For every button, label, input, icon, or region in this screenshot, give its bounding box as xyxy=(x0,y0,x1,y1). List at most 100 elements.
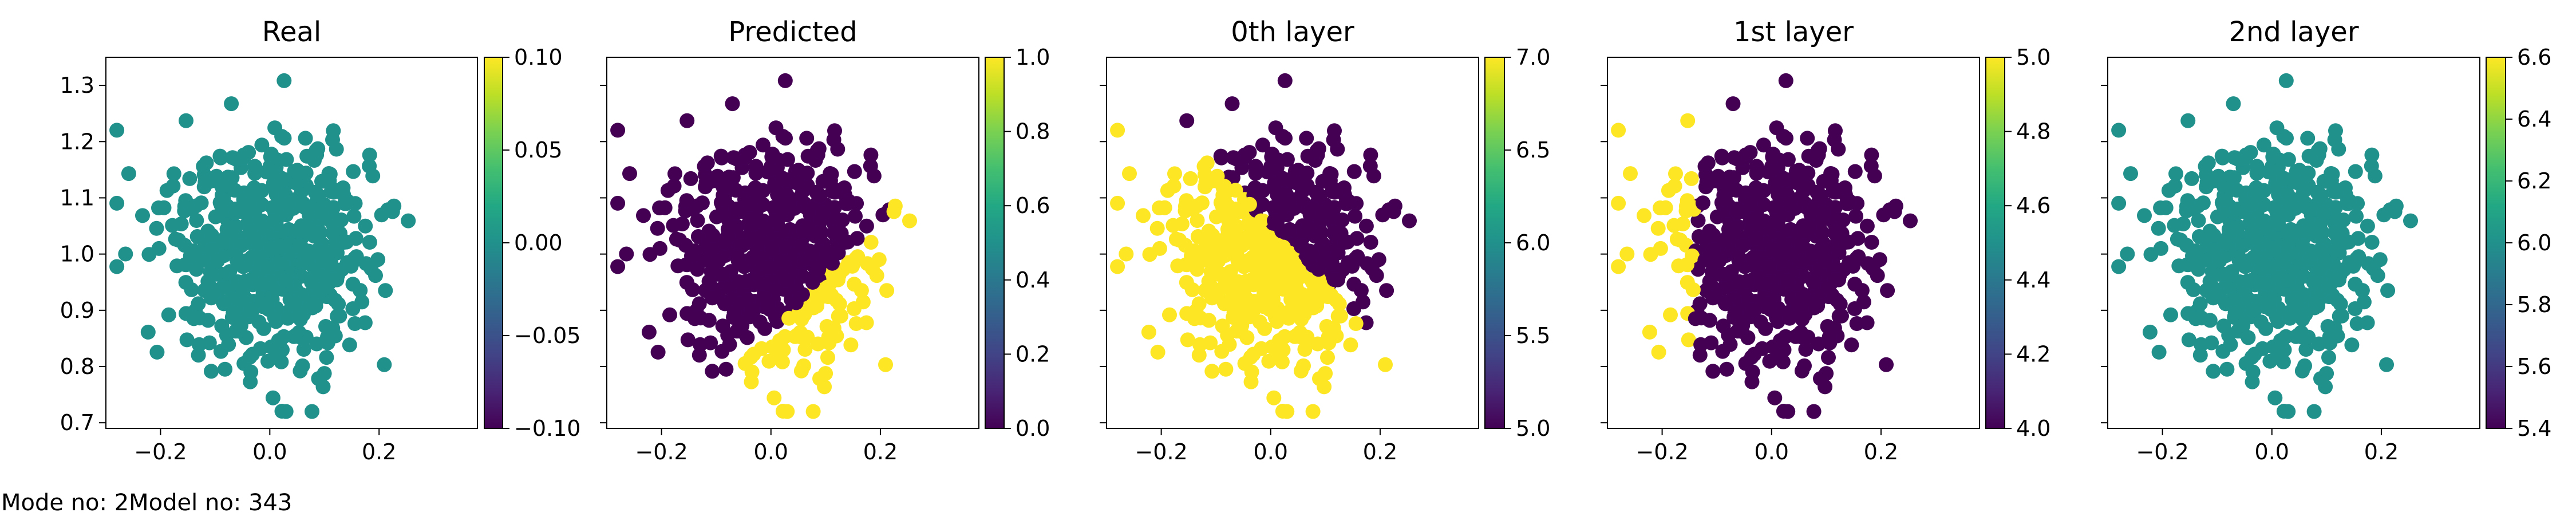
scatter-point xyxy=(684,248,699,263)
colorbar: 5.4 5.6 5.8 6.0 6.2 6.4 6.6 xyxy=(2486,45,2551,441)
scatter-point xyxy=(680,332,696,348)
scatter-point xyxy=(263,149,278,164)
scatter-point xyxy=(2332,245,2347,261)
scatter-point xyxy=(1386,204,1401,219)
scatter-points xyxy=(610,73,917,419)
colorbar: 4.0 4.2 4.4 4.6 4.8 5.0 xyxy=(1985,45,2050,441)
scatter-point xyxy=(271,333,286,348)
scatter-point xyxy=(274,171,289,187)
scatter-point xyxy=(1768,213,1783,229)
scatter-point xyxy=(1150,344,1165,360)
scatter-point xyxy=(378,283,393,298)
scatter-point xyxy=(296,342,311,357)
model-number-text: Model no: 343 xyxy=(129,490,293,516)
scatter-point xyxy=(679,113,695,128)
scatter-point xyxy=(1611,195,1626,211)
scatter-point xyxy=(726,305,742,320)
scatter-point xyxy=(2328,272,2343,287)
scatter-point xyxy=(819,319,835,334)
scatter-point xyxy=(265,390,280,405)
scatter-point xyxy=(313,225,328,241)
scatter-point xyxy=(310,141,326,156)
scatter-point xyxy=(331,296,346,312)
scatter-point xyxy=(814,225,829,241)
scatter-point xyxy=(1230,202,1245,216)
scatter-point xyxy=(2256,137,2271,153)
scatter-point xyxy=(1775,354,1791,369)
scatter-point xyxy=(1848,208,1863,224)
scatter-point xyxy=(2202,274,2218,289)
scatter-point xyxy=(764,149,780,164)
scatter-point xyxy=(1363,235,1378,250)
scatter-point xyxy=(1761,260,1777,275)
scatter-point xyxy=(1755,213,1769,229)
panel-title: Real xyxy=(262,16,321,48)
scatter-point xyxy=(182,171,197,186)
scatter-point xyxy=(1224,96,1240,112)
scatter-point xyxy=(1705,290,1721,306)
scatter-point xyxy=(2240,273,2255,289)
scatter-point xyxy=(1346,301,1361,316)
scatter-point xyxy=(1611,123,1626,138)
panel-5: 2nd layer −0.2 0.0 0.2 5.4 5.6 5.8 6.0 6.2 6.4 6.6 xyxy=(2101,16,2551,464)
scatter-point xyxy=(385,204,400,219)
scatter-point xyxy=(2258,321,2274,336)
scatter-point xyxy=(1179,193,1194,208)
scatter-point xyxy=(247,230,262,246)
scatter-point xyxy=(266,213,281,229)
scatter-point xyxy=(218,361,233,377)
scatter-point xyxy=(1278,131,1293,146)
scatter-point xyxy=(1279,273,1294,288)
scatter-point xyxy=(216,179,231,194)
scatter-point xyxy=(866,168,882,184)
scatter-point xyxy=(1184,248,1199,263)
colorbar-tick-label: 5.6 xyxy=(2517,354,2551,379)
scatter-point xyxy=(1794,363,1809,379)
x-tick-label: −0.2 xyxy=(1135,439,1187,464)
y-tick-label: 0.8 xyxy=(60,354,94,379)
colorbar-tick-label: 6.2 xyxy=(2517,168,2551,194)
scatter-point xyxy=(293,239,308,254)
scatter-point xyxy=(326,123,341,139)
scatter-point xyxy=(304,274,319,290)
scatter-point xyxy=(311,188,326,203)
scatter-point xyxy=(298,166,314,181)
scatter-point xyxy=(1316,254,1332,269)
scatter-point xyxy=(1740,273,1755,289)
scatter-point xyxy=(826,225,841,241)
colorbar-tick-label: 0.00 xyxy=(514,230,563,255)
scatter-point xyxy=(1780,152,1796,167)
scatter-point xyxy=(725,96,740,112)
scatter-point xyxy=(2341,196,2356,211)
scatter-point xyxy=(1835,212,1851,227)
scatter-point xyxy=(210,253,225,269)
scatter-point xyxy=(1714,148,1729,164)
scatter-point xyxy=(1832,296,1848,312)
scatter-point xyxy=(1168,231,1184,247)
scatter-point xyxy=(2295,312,2310,327)
scatter-point xyxy=(2278,73,2294,88)
scatter-point xyxy=(1275,404,1290,419)
panel-3: 0th layer −0.2 0.0 0.2 5.0 5.5 6.0 6.5 7.0 xyxy=(1100,16,1550,464)
scatter-point xyxy=(1272,333,1287,348)
scatter-point xyxy=(377,357,392,372)
colorbar-tick-label: 0.8 xyxy=(1016,119,1050,144)
scatter-points xyxy=(1611,73,1918,419)
colorbar-tick-label: 4.2 xyxy=(2016,341,2050,367)
scatter-point xyxy=(2294,239,2310,254)
scatter-point xyxy=(1248,230,1263,246)
colorbar-gradient xyxy=(2486,57,2506,429)
scatter-point xyxy=(347,316,362,331)
scatter-point xyxy=(2245,302,2261,318)
scatter-point xyxy=(756,275,771,291)
scatter-point xyxy=(1782,196,1797,212)
x-tick-label: 0.2 xyxy=(1363,439,1397,464)
scatter-point xyxy=(1831,245,1847,261)
scatter-point xyxy=(1637,208,1652,223)
scatter-point xyxy=(734,316,749,330)
scatter-point xyxy=(761,353,777,369)
scatter-point xyxy=(1288,295,1303,310)
scatter-point xyxy=(744,302,760,318)
scatter-point xyxy=(1299,131,1314,146)
scatter-point xyxy=(1765,242,1780,257)
